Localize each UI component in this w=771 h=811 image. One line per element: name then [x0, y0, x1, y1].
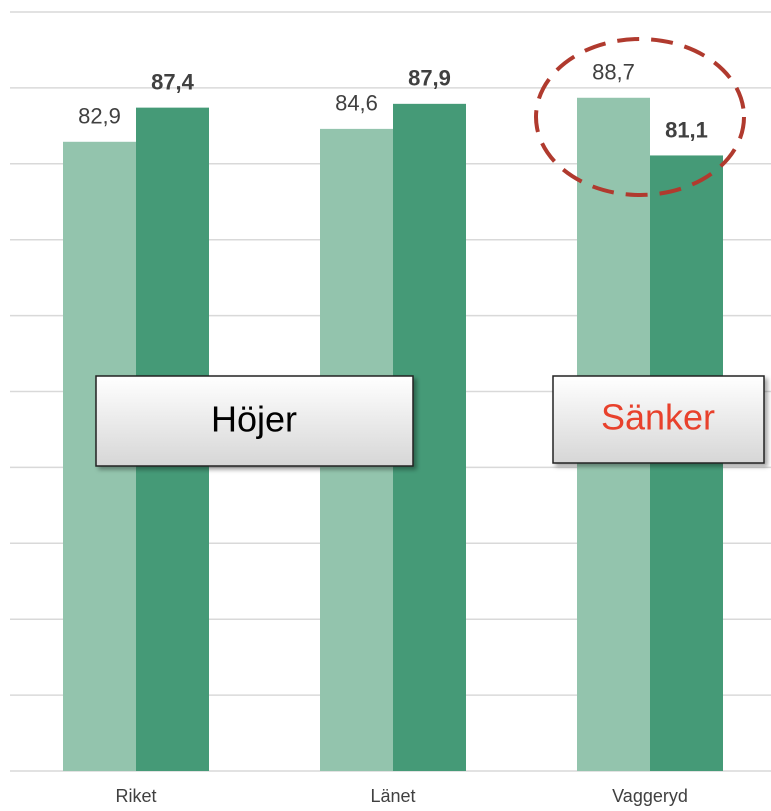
annotation-text: Sänker — [601, 397, 715, 438]
value-label: 88,7 — [592, 60, 635, 85]
x-tick-label: Riket — [115, 786, 156, 806]
value-label: 81,1 — [665, 117, 708, 142]
x-tick-label: Vaggeryd — [612, 786, 688, 806]
annotation-box: Höjer — [95, 375, 414, 467]
box — [95, 375, 414, 467]
annotation-text: Höjer — [211, 399, 297, 440]
annotation-box: Sänker — [552, 375, 765, 464]
value-label: 87,4 — [151, 69, 195, 94]
highlight-ellipse — [534, 37, 746, 197]
box — [552, 375, 765, 464]
value-label: 87,9 — [408, 66, 451, 91]
value-label: 82,9 — [78, 104, 121, 129]
x-tick-label: Länet — [370, 786, 415, 806]
value-label: 84,6 — [335, 91, 378, 116]
